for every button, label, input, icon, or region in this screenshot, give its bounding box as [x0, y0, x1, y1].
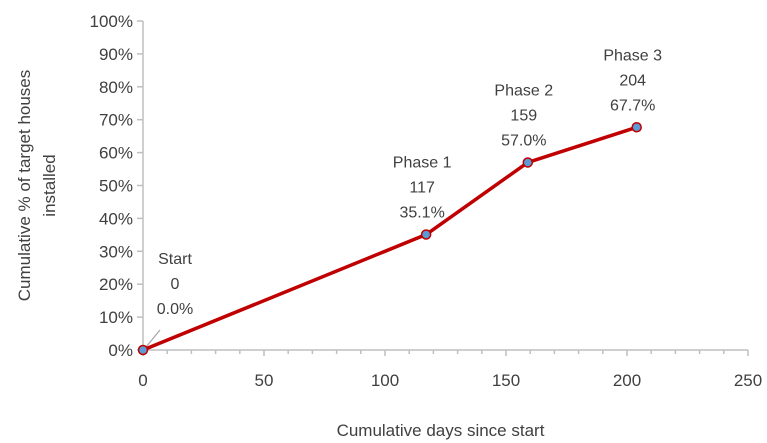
data-label: 0	[171, 276, 180, 293]
y-axis-ticks: 0% 10% 20% 30% 40% 50% 60% 70% 80% 90% 100%	[90, 12, 143, 360]
x-axis-ticks: 0 50 100 150 200 250	[138, 350, 762, 390]
y-tick-label: 80%	[99, 78, 133, 97]
data-label: 204	[619, 72, 646, 89]
x-tick-label: 150	[492, 371, 520, 390]
data-point	[522, 157, 534, 168]
y-tick-label: 60%	[99, 144, 133, 163]
y-axis-title-line: installed	[40, 154, 59, 216]
y-axis-title: Cumulative % of target houses installed	[15, 70, 59, 302]
annotation-leaders	[145, 329, 161, 348]
y-tick-label: 40%	[99, 209, 133, 228]
x-tick-label: 50	[255, 371, 274, 390]
y-tick-label: 0%	[108, 341, 133, 360]
data-point	[137, 344, 149, 356]
data-label: 159	[510, 107, 537, 124]
data-annotations: Start 0 0.0% Phase 1 117 35.1% Phase 2 159 57.0%…	[157, 47, 662, 318]
x-tick-label: 100	[371, 371, 399, 390]
x-tick-label: 250	[734, 371, 762, 390]
series-line	[142, 125, 638, 352]
y-tick-label: 70%	[99, 111, 133, 130]
y-tick-label: 100%	[90, 12, 133, 31]
annotation-leader-line	[145, 329, 161, 348]
y-tick-label: 10%	[99, 308, 133, 327]
series-markers	[137, 122, 642, 356]
data-label: 67.7%	[610, 97, 655, 114]
y-tick-label: 50%	[99, 177, 133, 196]
x-axis-title: Cumulative days since start	[337, 421, 545, 440]
data-label: 57.0%	[501, 132, 546, 149]
y-tick-label: 20%	[99, 275, 133, 294]
data-label: Phase 2	[494, 82, 553, 99]
data-point	[631, 122, 642, 133]
data-label: 117	[409, 180, 435, 197]
x-tick-label: 0	[138, 371, 147, 390]
y-tick-label: 30%	[99, 242, 133, 261]
data-point	[420, 229, 432, 240]
y-tick-label: 90%	[99, 45, 133, 64]
data-label: Start	[158, 251, 192, 268]
x-tick-label: 200	[613, 371, 641, 390]
data-label: 35.1%	[399, 205, 444, 222]
data-label: Phase 3	[603, 47, 662, 64]
data-label: 0.0%	[157, 301, 193, 318]
y-axis-title-line: Cumulative % of target houses	[15, 70, 34, 302]
data-label: Phase 1	[393, 155, 452, 172]
